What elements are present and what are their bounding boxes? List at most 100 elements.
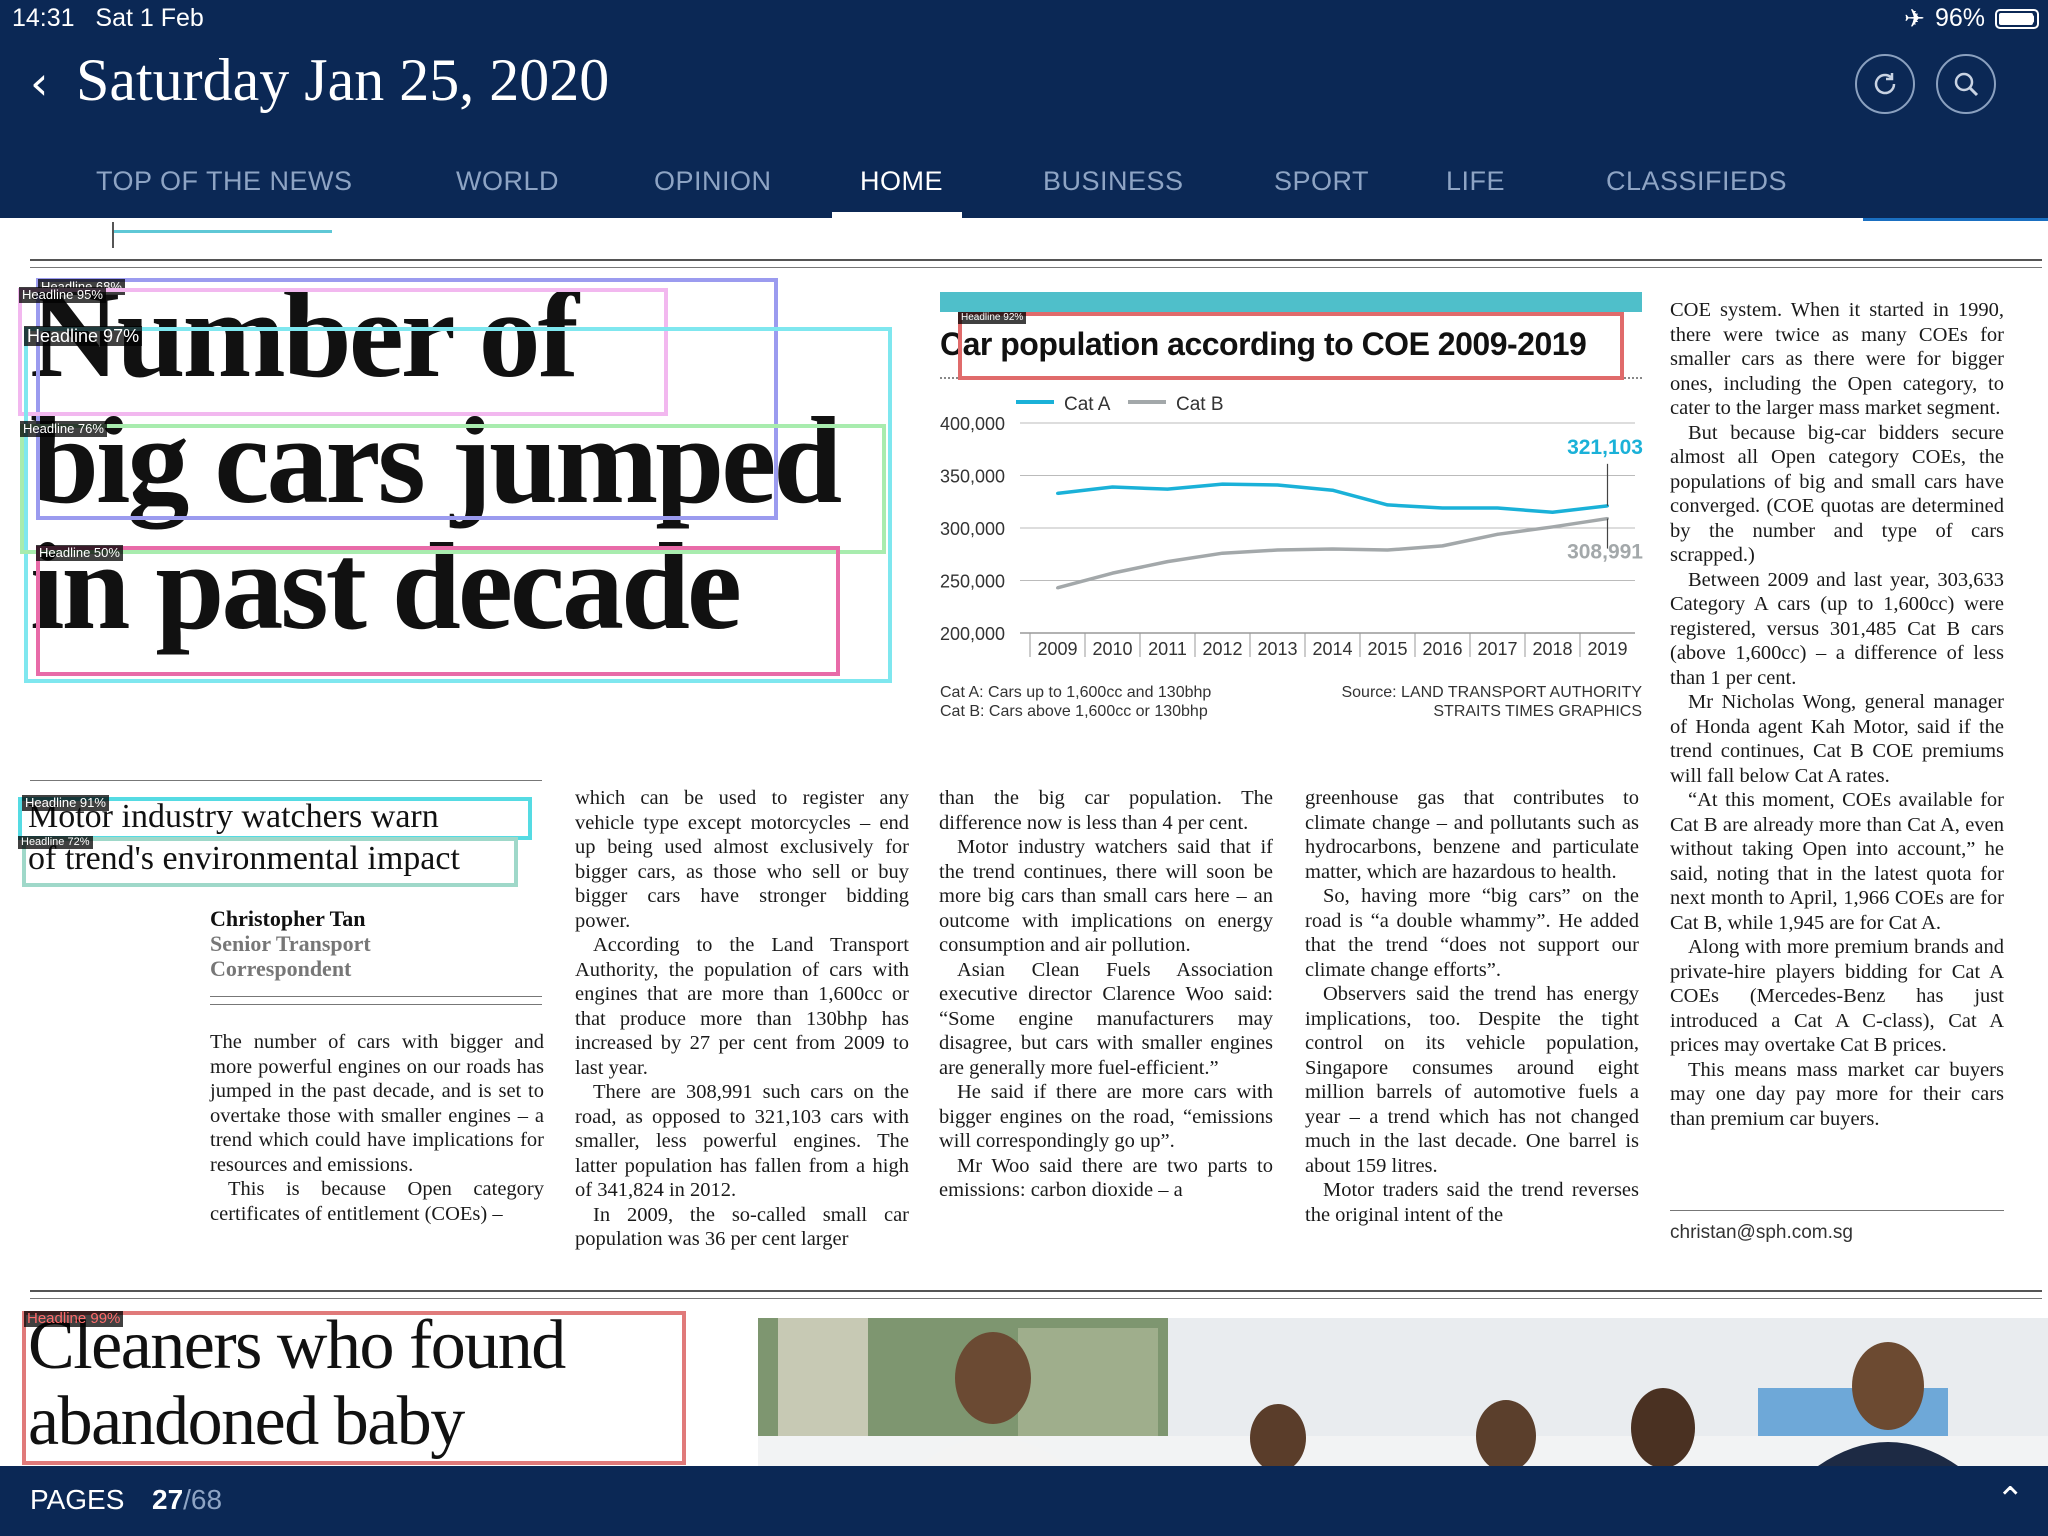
y-tick-label: 300,000 <box>940 519 1005 539</box>
paragraph: There are 308,991 such cars on the road,… <box>575 1081 909 1201</box>
legend-label-cat-b: Cat B <box>1176 394 1224 415</box>
detection-label: Headline 91% <box>22 795 109 811</box>
data-point <box>1111 571 1114 575</box>
byline-role: Correspondent <box>210 956 352 981</box>
page-edge-accent <box>1863 218 2048 221</box>
active-tab-indicator <box>832 212 962 218</box>
top-rule-thin <box>30 267 2042 268</box>
detection-box <box>958 312 1624 380</box>
data-point <box>1496 532 1499 536</box>
battery-icon <box>1995 8 2039 29</box>
series-line-cat-b <box>1057 516 1608 590</box>
paragraph: According to the Land Transport Authorit… <box>575 934 909 1079</box>
status-time: 14:31 <box>12 4 75 32</box>
byline-rule <box>210 996 542 997</box>
y-tick-label: 250,000 <box>940 572 1005 592</box>
byline-name: Christopher Tan <box>210 906 366 931</box>
chart-note-cat-b: Cat B: Cars above 1,600cc or 130bhp <box>940 703 1208 720</box>
chart-header-bar <box>940 292 1642 312</box>
airplane-icon: ✈ <box>1904 4 1925 33</box>
refresh-button[interactable] <box>1855 54 1915 114</box>
paragraph: than the big car population. The differe… <box>939 787 1273 834</box>
tab-opinion[interactable]: OPINION <box>654 166 772 196</box>
data-point <box>1111 485 1114 489</box>
end-value-label-cat-a: 321,103 <box>1567 436 1643 459</box>
section-rule-thin <box>30 1298 2042 1299</box>
search-icon <box>1954 72 1979 97</box>
detection-label: Headline 97% <box>24 326 143 346</box>
detection-label: Headline 99% <box>24 1311 124 1327</box>
detection-box <box>22 1311 686 1465</box>
paragraph: This is because Open category certificat… <box>210 1178 544 1225</box>
detection-box <box>18 288 668 416</box>
paragraph: In 2009, the so-called small car populat… <box>575 1203 909 1251</box>
headline-line: big cars jumped <box>30 392 842 529</box>
status-bar-time: 14:31 Sat 1 Feb <box>12 4 204 33</box>
x-tick-label: 2017 <box>1477 639 1517 659</box>
main-headline: Number of big cars jumped in past decade <box>30 272 842 650</box>
article-column-5: COE system. When it started in 1990, the… <box>1670 298 2004 1131</box>
x-tick-label: 2009 <box>1037 639 1077 659</box>
chart-source: Source: LAND TRANSPORT AUTHORITY STRAITS… <box>1300 683 1642 721</box>
article-column-4: greenhouse gas that contributes to clima… <box>1305 786 1639 1227</box>
chart-source-line: STRAITS TIMES GRAPHICS <box>1433 703 1642 720</box>
tab-classifieds[interactable]: CLASSIFIEDS <box>1606 166 1788 196</box>
tab-life[interactable]: LIFE <box>1446 166 1506 196</box>
section-rule <box>30 1290 2042 1292</box>
section-nav: TOP OF THE NEWS WORLD OPINION HOME BUSIN… <box>0 160 2048 218</box>
headline-line: abandoned baby <box>28 1383 465 1460</box>
paragraph: Along with more premium brands and priva… <box>1670 936 2004 1056</box>
detection-box <box>20 424 886 554</box>
tab-top-of-the-news[interactable]: TOP OF THE NEWS <box>96 166 353 196</box>
chart-source-line: Source: LAND TRANSPORT AUTHORITY <box>1341 684 1642 701</box>
tab-business[interactable]: BUSINESS <box>1043 166 1184 196</box>
paragraph: Asian Clean Fuels Association executive … <box>939 958 1273 1079</box>
y-tick-label: 400,000 <box>940 414 1005 434</box>
masthead-divider <box>112 222 114 248</box>
data-point <box>1441 506 1444 510</box>
detection-box <box>24 327 892 683</box>
x-tick-label: 2019 <box>1587 639 1627 659</box>
email-rule <box>1670 1210 2004 1211</box>
search-button[interactable] <box>1936 54 1996 114</box>
total-pages: /68 <box>183 1484 223 1515</box>
data-point <box>1221 551 1224 555</box>
paragraph: The number of cars with bigger and more … <box>210 1031 544 1176</box>
article-column-2: which can be used to register any vehicl… <box>575 786 909 1252</box>
subhead-line: of trend's environmental impact <box>28 840 460 877</box>
paragraph: Mr Nicholas Wong, general manager of Hon… <box>1670 691 2004 787</box>
x-tick-label: 2013 <box>1257 639 1297 659</box>
detection-box <box>36 546 840 676</box>
tab-home[interactable]: HOME <box>860 166 943 196</box>
tab-sport[interactable]: SPORT <box>1274 166 1370 196</box>
data-point <box>1551 525 1554 529</box>
detection-box <box>36 278 778 520</box>
page-counter[interactable]: 27/68 <box>152 1484 222 1516</box>
byline: Christopher Tan Senior Transport Corresp… <box>210 906 371 981</box>
section-flag-fragment <box>112 220 332 233</box>
byline-rule-thin <box>210 1004 542 1005</box>
status-date: Sat 1 Feb <box>95 4 204 32</box>
data-point <box>1056 491 1059 495</box>
x-tick-label: 2015 <box>1367 639 1407 659</box>
status-bar-right: ✈ 96% <box>1904 4 2039 33</box>
article-photo <box>758 1318 2048 1466</box>
data-point <box>1386 503 1389 507</box>
x-tick-label: 2018 <box>1532 639 1572 659</box>
chevron-up-icon[interactable]: ⌃ <box>1996 1480 2025 1520</box>
tab-world[interactable]: WORLD <box>456 166 559 196</box>
detection-label: Headline 50% <box>36 545 123 561</box>
paragraph: which can be used to register any vehicl… <box>575 787 909 932</box>
author-email[interactable]: christan@sph.com.sg <box>1670 1222 1853 1243</box>
chart-legend: Cat A Cat B <box>1016 394 1224 415</box>
detection-label: Headline 72% <box>18 836 93 849</box>
pages-label[interactable]: PAGES <box>30 1484 125 1515</box>
bottom-page-bar: PAGES 27/68 ⌃ <box>0 1466 2048 1536</box>
data-point <box>1441 544 1444 548</box>
data-point <box>1496 506 1499 510</box>
data-point <box>1166 560 1169 564</box>
back-chevron-icon[interactable]: ‹ <box>30 56 49 110</box>
battery-percent: 96% <box>1934 4 1985 32</box>
detection-box <box>22 837 518 887</box>
y-tick-label: 350,000 <box>940 467 1005 487</box>
